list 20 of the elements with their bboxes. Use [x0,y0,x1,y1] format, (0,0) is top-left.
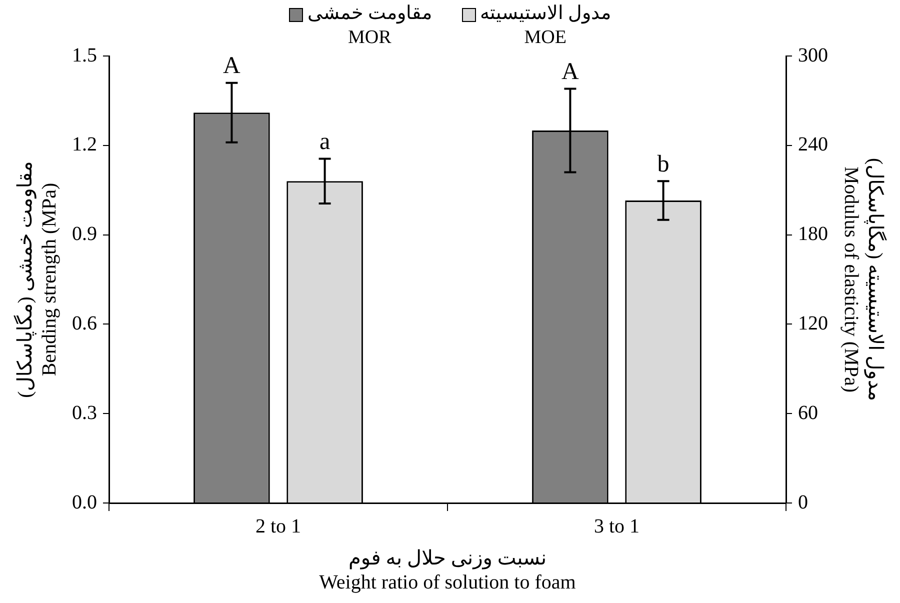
y2-tick-label: 60 [798,402,818,424]
annotation: b [657,151,670,178]
y2-tick-label: 300 [798,44,828,66]
x-tick-label: 3 to 1 [594,515,640,538]
y2-tick-label: 120 [798,312,828,334]
y-tick-label: 1.5 [72,44,97,66]
y-tick-label: 0.6 [72,312,97,334]
y2-tick-label: 240 [798,134,828,156]
legend-label: مدول الاستیسیته MOE [480,2,611,50]
annotation: A [223,53,242,80]
y2-tick-label: 180 [798,223,828,246]
annotation: a [319,129,330,156]
y-tick-label: 1.2 [72,134,97,156]
y-tick-label: 0.0 [72,491,97,514]
legend-label: مقاومت خمشی MOR [307,2,432,50]
annotation: A [562,59,580,86]
x-tick-label: 2 to 1 [255,515,302,538]
y-tick-label: 0.9 [72,223,97,246]
y-tick-label: 0.3 [72,402,97,424]
y2-tick-label: 0 [798,491,808,514]
